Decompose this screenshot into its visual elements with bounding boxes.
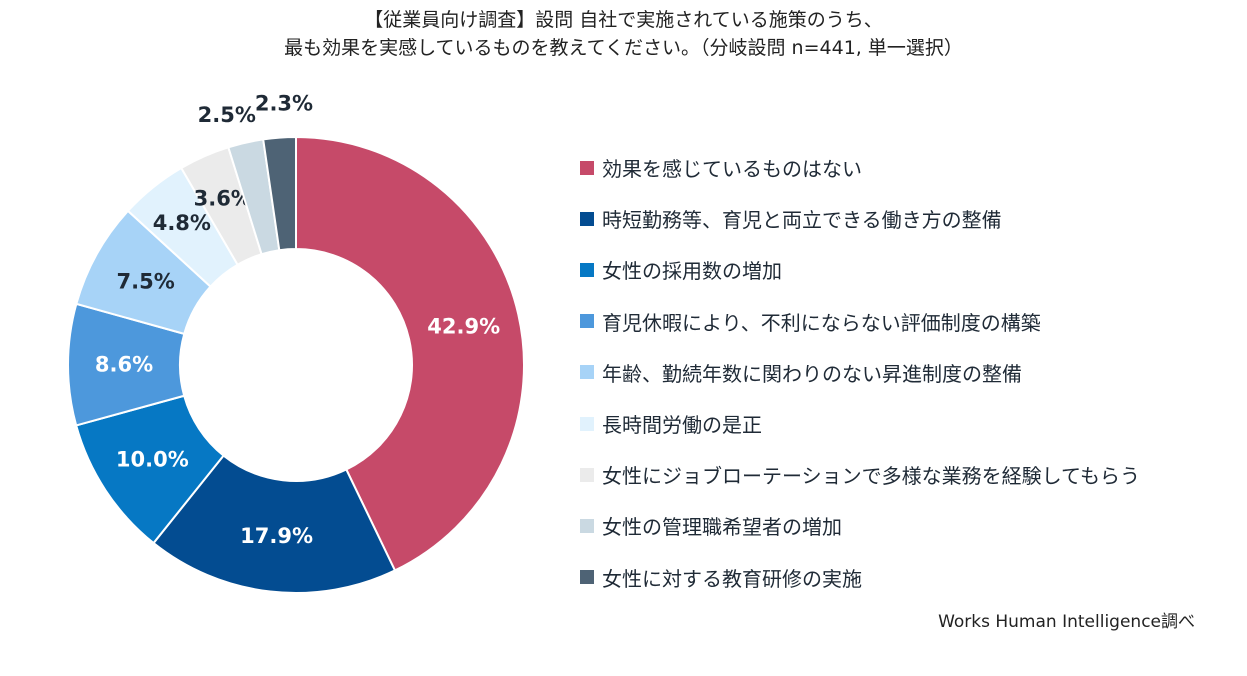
legend-item-3: 女性の採用数の増加 (580, 244, 1140, 295)
legend-swatch (580, 211, 594, 226)
legend-swatch (580, 365, 594, 380)
legend-item-1: 効果を感じているものはない (580, 142, 1140, 193)
donut-slice-2 (152, 454, 397, 594)
data-label-6: 4.8% (153, 211, 211, 235)
legend-item-8: 女性の管理職希望者の増加 (580, 500, 1140, 551)
legend-label: 効果を感じているものはない (602, 157, 862, 182)
legend-label: 女性の採用数の増加 (602, 259, 782, 284)
data-label-1: 42.9% (427, 315, 500, 339)
chart-title-line-1: 【従業員向け調査】設問 自社で実施されている施策のうち、 (364, 9, 883, 31)
legend-item-7: 女性にジョブローテーションで多様な業務を経験してもらう (580, 449, 1140, 500)
legend-swatch (580, 518, 594, 533)
data-label-4: 8.6% (95, 353, 153, 377)
legend-swatch (580, 160, 594, 175)
legend-label: 長時間労働の是正 (602, 413, 762, 438)
legend-item-9: 女性に対する教育研修の実施 (580, 552, 1140, 603)
data-label-5: 7.5% (117, 270, 175, 294)
legend-label: 女性の管理職希望者の増加 (602, 515, 842, 540)
legend-swatch (580, 416, 594, 431)
data-label-8: 2.5% (198, 103, 256, 127)
legend-swatch (580, 467, 594, 482)
legend-item-2: 時短勤務等、育児と両立できる働き方の整備 (580, 193, 1140, 244)
legend-item-4: 育児休暇により、不利にならない評価制度の構築 (580, 296, 1140, 347)
legend-label: 女性に対する教育研修の実施 (602, 566, 862, 591)
data-label-2: 17.9% (240, 524, 313, 548)
legend-label: 年齢、勤続年数に関わりのない昇進制度の整備 (602, 361, 1022, 386)
source-note: Works Human Intelligence調べ (938, 612, 1195, 632)
legend-swatch (580, 570, 594, 585)
legend-swatch (580, 262, 594, 277)
legend-swatch (580, 314, 594, 329)
legend-label: 時短勤務等、育児と両立できる働き方の整備 (602, 208, 1002, 233)
legend-label: 女性にジョブローテーションで多様な業務を経験してもらう (602, 464, 1140, 489)
data-label-9: 2.3% (255, 92, 313, 116)
legend-item-5: 年齢、勤続年数に関わりのない昇進制度の整備 (580, 347, 1140, 398)
chart-title: 【従業員向け調査】設問 自社で実施されている施策のうち、 最も効果を実感している… (0, 6, 1247, 62)
legend-label: 育児休暇により、不利にならない評価制度の構築 (602, 310, 1041, 335)
chart-title-line-2: 最も効果を実感しているものを教えてください。（分岐設問 n=441, 単一選択） (284, 37, 963, 59)
donut-slice-1 (295, 135, 525, 572)
chart-legend: 効果を感じているものはない時短勤務等、育児と両立できる働き方の整備 女性の採用数の… (580, 142, 1140, 603)
data-label-3: 10.0% (116, 448, 189, 472)
donut-slice-9 (262, 135, 297, 252)
legend-item-6: 長時間労働の是正 (580, 398, 1140, 449)
